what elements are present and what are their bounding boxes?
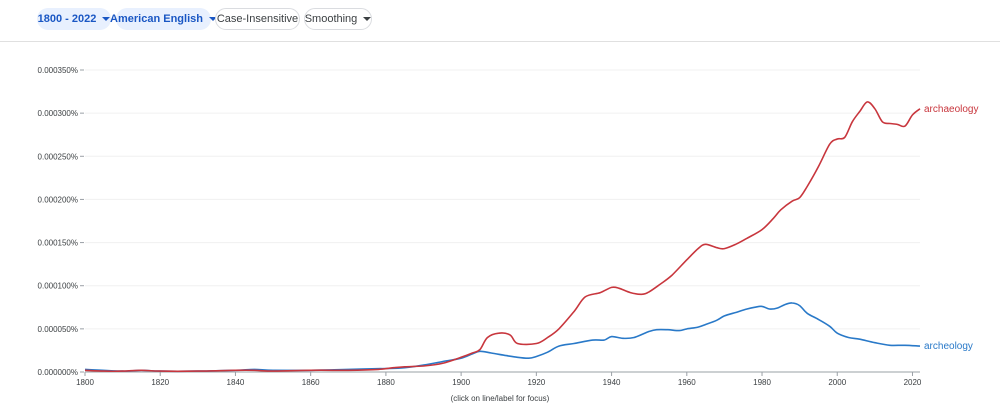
series-label-archeology[interactable]: archeology — [924, 341, 973, 352]
year-range-dropdown[interactable]: 1800 - 2022 — [37, 8, 111, 30]
y-tick-label: 0.000100% — [38, 282, 78, 291]
series-label-archaeology[interactable]: archaeology — [924, 104, 978, 115]
y-tick-label: 0.000050% — [38, 325, 78, 334]
case-insensitive-toggle[interactable]: Case-Insensitive — [215, 8, 300, 30]
y-tick-label: 0.000350% — [38, 66, 78, 75]
ngram-chart: 0.000000% 0.000050% 0.000100% 0.000150% 0.00… — [38, 66, 979, 387]
smoothing-dropdown[interactable]: Smoothing — [304, 8, 372, 30]
x-tick-label: 1900 — [452, 378, 470, 387]
series-line-archaeology — [84, 101, 921, 373]
y-tick-label: 0.000150% — [38, 239, 78, 248]
smoothing-label: Smoothing — [304, 13, 358, 25]
case-insensitive-label: Case-Insensitive — [216, 13, 299, 25]
x-tick-label: 1940 — [603, 378, 621, 387]
x-tick-label: 2000 — [828, 378, 846, 387]
y-tick-label: 0.000000% — [38, 368, 78, 377]
series-line-archeology — [84, 302, 921, 373]
corpus-dropdown[interactable]: American English — [110, 8, 217, 30]
corpus-label: American English — [110, 13, 203, 25]
y-tick-label: 0.000200% — [38, 195, 78, 204]
chevron-down-icon — [363, 17, 372, 21]
year-range-label: 1800 - 2022 — [37, 13, 97, 25]
x-tick-label: 2020 — [904, 378, 922, 387]
x-tick-label: 1860 — [302, 378, 320, 387]
x-tick-label: 1960 — [678, 378, 696, 387]
x-tick-label: 1880 — [377, 378, 395, 387]
x-tick-label: 1920 — [527, 378, 545, 387]
x-tick-label: 1800 — [76, 378, 94, 387]
toolbar: 1800 - 2022 American English Case-Insens… — [0, 0, 1000, 42]
y-tick-label: 0.000300% — [38, 109, 78, 118]
x-tick-label: 1980 — [753, 378, 771, 387]
chart-footnote: (click on line/label for focus) — [450, 394, 550, 403]
chevron-down-icon — [102, 17, 111, 21]
x-tick-label: 1820 — [151, 378, 169, 387]
x-tick-label: 1840 — [227, 378, 245, 387]
y-tick-label: 0.000250% — [38, 152, 78, 161]
chevron-down-icon — [208, 17, 217, 21]
